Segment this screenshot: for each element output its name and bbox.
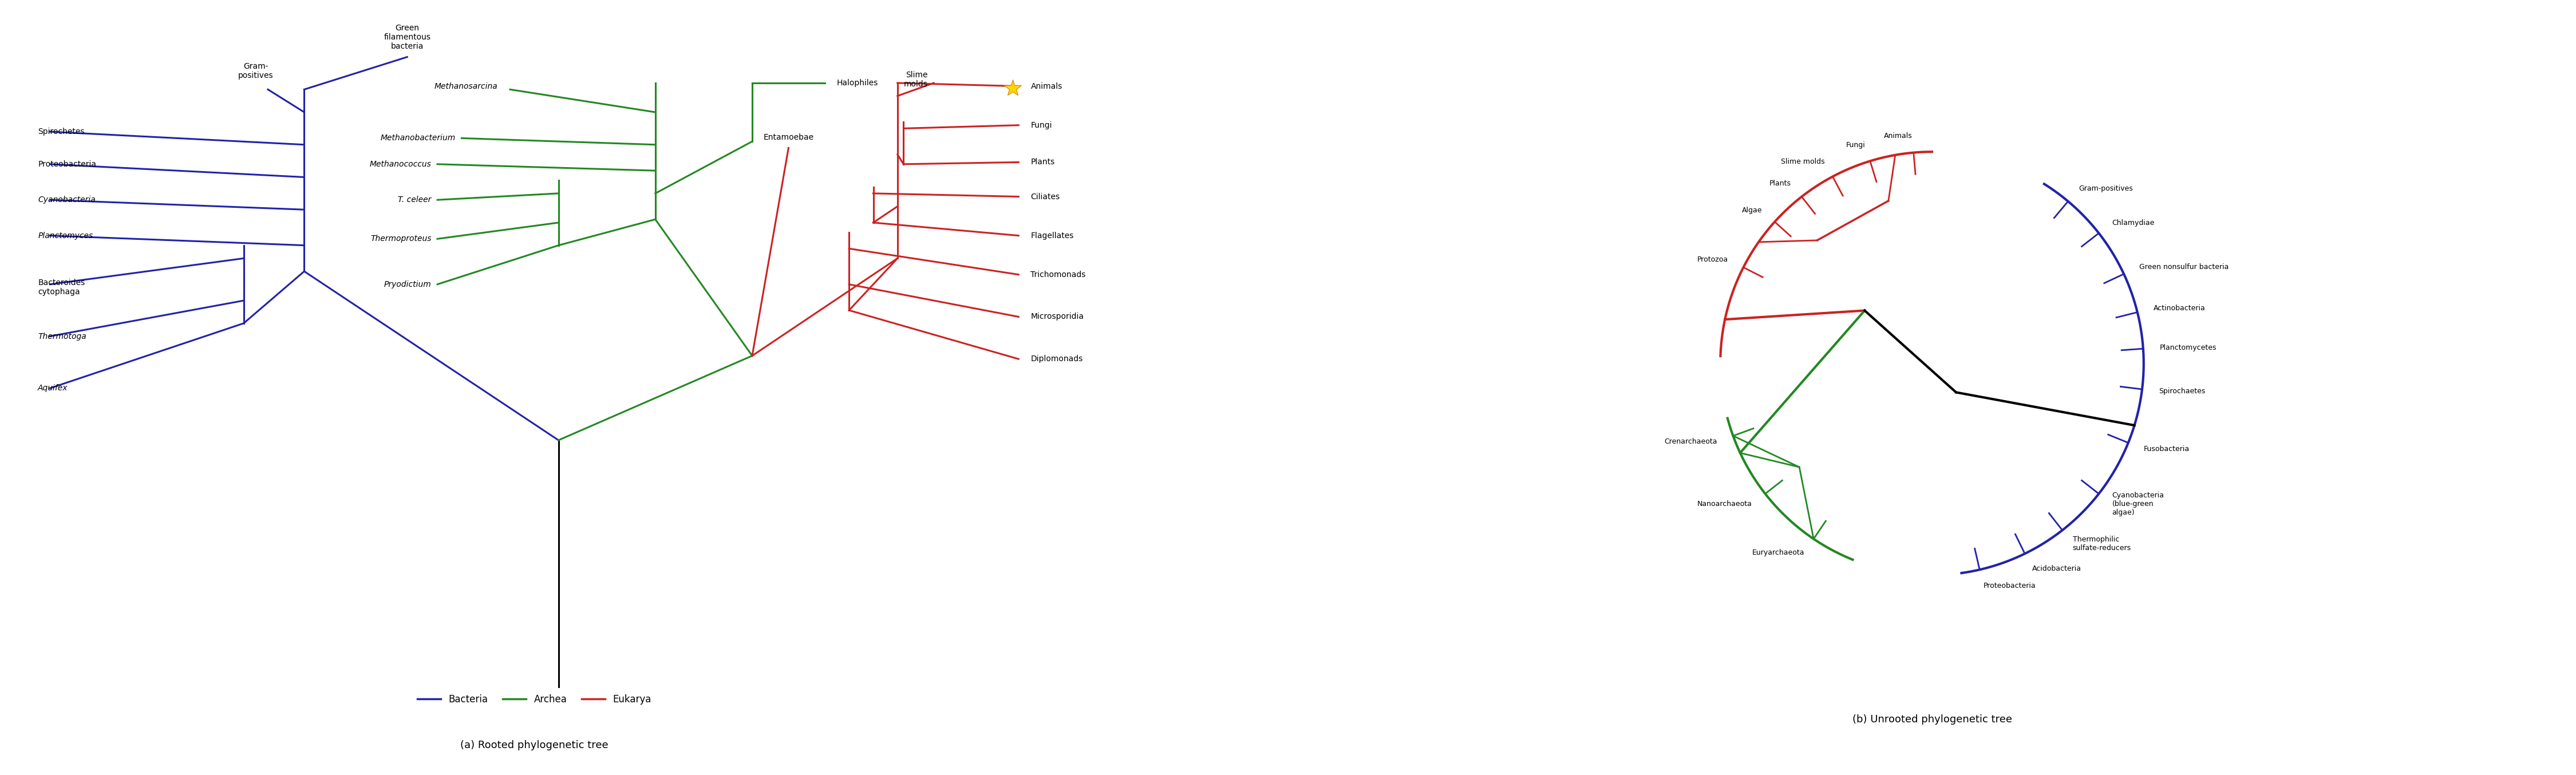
- Text: Spirochetes: Spirochetes: [39, 128, 85, 136]
- Text: Crenarchaeota: Crenarchaeota: [1664, 438, 1718, 446]
- Text: Protozoa: Protozoa: [1698, 256, 1728, 264]
- Text: Entamoebae: Entamoebae: [762, 133, 814, 141]
- Text: Animals: Animals: [1030, 82, 1061, 90]
- Text: Cyanobacteria
(blue-green
algae): Cyanobacteria (blue-green algae): [2112, 492, 2164, 516]
- Text: Cyanobacteria: Cyanobacteria: [39, 196, 95, 204]
- Text: Slime molds: Slime molds: [1780, 158, 1824, 165]
- Text: Green nonsulfur bacteria: Green nonsulfur bacteria: [2138, 264, 2228, 270]
- Text: Methanosarcina: Methanosarcina: [435, 82, 497, 90]
- Text: Chlamydiae: Chlamydiae: [2112, 219, 2154, 226]
- Text: Algae: Algae: [1741, 207, 1762, 214]
- Text: (b) Unrooted phylogenetic tree: (b) Unrooted phylogenetic tree: [1852, 715, 2012, 725]
- Text: Microsporidia: Microsporidia: [1030, 313, 1084, 321]
- Text: T. celeer: T. celeer: [397, 196, 430, 204]
- Text: Gram-
positives: Gram- positives: [237, 63, 273, 80]
- Text: Slime
molds: Slime molds: [904, 71, 927, 88]
- Text: Planctomycetes: Planctomycetes: [2159, 344, 2218, 351]
- Text: Proteobacteria: Proteobacteria: [1984, 582, 2035, 590]
- Text: Diplomonads: Diplomonads: [1030, 355, 1082, 363]
- Text: Fungi: Fungi: [1847, 141, 1865, 149]
- Text: Methanobacterium: Methanobacterium: [381, 134, 456, 142]
- Text: Thermotoga: Thermotoga: [39, 332, 88, 340]
- Text: Acidobacteria: Acidobacteria: [2032, 565, 2081, 573]
- Text: (a) Rooted phylogenetic tree: (a) Rooted phylogenetic tree: [461, 740, 608, 750]
- Text: Planctomyces: Planctomyces: [39, 232, 93, 239]
- Text: Fungi: Fungi: [1030, 121, 1051, 129]
- Text: Proteobacteria: Proteobacteria: [39, 160, 95, 168]
- Text: Plants: Plants: [1030, 158, 1054, 166]
- Text: Spirochaetes: Spirochaetes: [2159, 387, 2205, 395]
- Text: Euryarchaeota: Euryarchaeota: [1752, 549, 1803, 556]
- Text: Gram-positives: Gram-positives: [2079, 184, 2133, 192]
- Text: Nanoarchaeota: Nanoarchaeota: [1698, 501, 1752, 508]
- Text: Pryodictium: Pryodictium: [384, 281, 430, 288]
- Text: Ciliates: Ciliates: [1030, 193, 1059, 201]
- Text: Aquifex: Aquifex: [39, 384, 67, 392]
- Text: Green
filamentous
bacteria: Green filamentous bacteria: [384, 24, 430, 50]
- Text: Thermophilic
sulfate-reducers: Thermophilic sulfate-reducers: [2074, 536, 2130, 552]
- Text: Methanococcus: Methanococcus: [368, 160, 430, 168]
- Text: Thermoproteus: Thermoproteus: [371, 235, 430, 243]
- Text: Animals: Animals: [1883, 132, 1911, 139]
- Text: Plants: Plants: [1770, 180, 1790, 187]
- Text: Trichomonads: Trichomonads: [1030, 270, 1087, 278]
- Text: Fusobacteria: Fusobacteria: [2143, 446, 2190, 453]
- Text: Halophiles: Halophiles: [837, 79, 878, 87]
- Text: Actinobacteria: Actinobacteria: [2154, 305, 2205, 312]
- Text: Flagellates: Flagellates: [1030, 232, 1074, 239]
- Legend: Bacteria, Archea, Eukarya: Bacteria, Archea, Eukarya: [412, 691, 654, 708]
- Text: Bacteroides
cytophaga: Bacteroides cytophaga: [39, 279, 85, 296]
